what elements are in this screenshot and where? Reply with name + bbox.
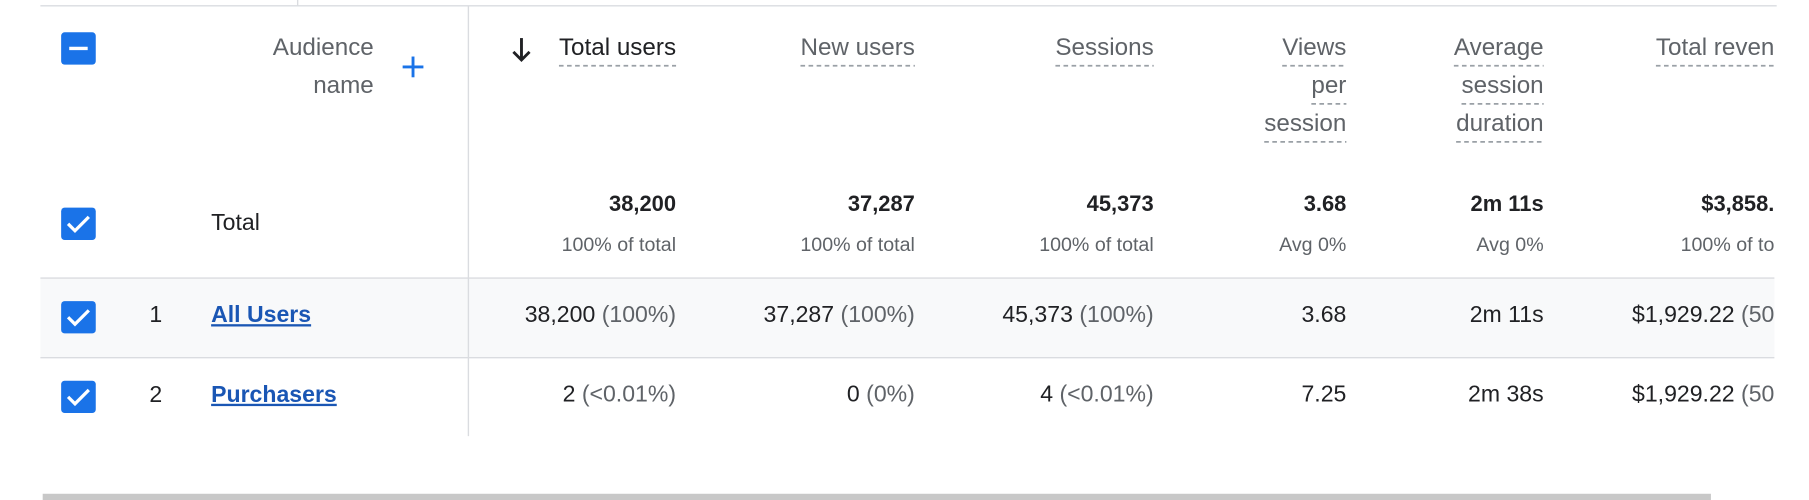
metric-share: (<0.01%)	[582, 381, 676, 407]
checkbox-check	[66, 388, 90, 407]
metric-value: 3.68	[1301, 301, 1346, 327]
metric-header[interactable]: duration	[1456, 110, 1544, 137]
total-note: 100% of to	[1681, 234, 1775, 256]
metric-value: 2	[563, 381, 576, 407]
metric-header[interactable]: Total users	[559, 34, 676, 61]
metric-cell: 38,200 (100%)	[525, 301, 676, 327]
row-checkbox[interactable]	[61, 207, 96, 240]
metric-share: (<0.01%)	[1059, 381, 1153, 407]
metric-share: (50	[1741, 301, 1774, 327]
total-value: 38,200	[609, 191, 676, 216]
metric-value: 4	[1040, 381, 1053, 407]
metric-value: 7.25	[1301, 381, 1346, 407]
row-checkbox[interactable]	[61, 380, 96, 414]
audience-link[interactable]: Purchasers	[211, 381, 337, 407]
total-value: 2m 11s	[1471, 191, 1544, 216]
metric-cell: 45,373 (100%)	[1002, 301, 1153, 327]
select-all-checkbox[interactable]	[61, 32, 96, 65]
row-highlight	[40, 278, 1775, 358]
metric-share: (50	[1741, 381, 1774, 407]
metric-share: (0%)	[866, 381, 915, 407]
metric-cell: $1,929.22 (50	[1632, 301, 1774, 327]
metric-header[interactable]: Average	[1454, 34, 1544, 61]
total-note: 100% of total	[562, 234, 676, 256]
metric-header[interactable]: session	[1462, 72, 1544, 99]
metric-value: 2m 38s	[1468, 381, 1544, 407]
metric-cell: 2m 38s	[1468, 381, 1544, 407]
metric-share: (100%)	[841, 301, 915, 327]
metric-header[interactable]: Views	[1282, 34, 1346, 61]
checkbox-check	[66, 309, 90, 327]
metric-cell: 2 (<0.01%)	[563, 381, 676, 407]
audience-link[interactable]: All Users	[211, 301, 311, 327]
metric-value: $1,929.22	[1632, 381, 1735, 407]
total-value: 37,287	[848, 191, 915, 216]
row-index: 2	[149, 381, 162, 407]
row-index: 1	[149, 301, 162, 327]
checkbox-check	[66, 215, 90, 234]
sort-arrow[interactable]	[512, 38, 531, 63]
metric-cell: 7.25	[1301, 381, 1346, 407]
total-note: 100% of total	[1039, 234, 1153, 256]
dimension-header: name	[313, 72, 374, 99]
metric-header[interactable]: New users	[800, 34, 914, 61]
metric-cell: 0 (0%)	[847, 381, 915, 407]
total-value: 45,373	[1087, 191, 1154, 216]
total-note: Avg 0%	[1476, 234, 1543, 256]
metric-header[interactable]: per	[1311, 72, 1346, 99]
metric-value: 37,287	[764, 301, 835, 327]
checkbox-box	[61, 207, 96, 240]
row-checkbox[interactable]	[61, 301, 96, 334]
metric-value: 0	[847, 381, 860, 407]
total-note: Avg 0%	[1279, 234, 1346, 256]
metric-share: (100%)	[1079, 301, 1153, 327]
metric-cell: $1,929.22 (50	[1632, 381, 1774, 407]
metric-value: 2m 11s	[1470, 301, 1544, 327]
checkbox-box	[61, 380, 96, 414]
add-dimension-button[interactable]	[402, 56, 424, 78]
total-value: 3.68	[1304, 191, 1347, 216]
metric-cell: 4 (<0.01%)	[1040, 381, 1153, 407]
metric-header[interactable]: session	[1264, 110, 1346, 137]
metric-value: 38,200	[525, 301, 596, 327]
metric-cell: 37,287 (100%)	[764, 301, 915, 327]
metric-value: $1,929.22	[1632, 301, 1735, 327]
metric-cell: 3.68	[1301, 301, 1346, 327]
metric-header[interactable]: Total reven	[1656, 34, 1774, 61]
checkbox-box	[61, 301, 96, 334]
metric-cell: 2m 11s	[1470, 301, 1544, 327]
total-value: $3,858.	[1701, 191, 1774, 216]
metric-share: (100%)	[602, 301, 676, 327]
metric-header[interactable]: Sessions	[1055, 34, 1153, 61]
dimension-header: Audience	[273, 34, 374, 61]
metric-value: 45,373	[1002, 301, 1073, 327]
scrollbar[interactable]	[42, 493, 1711, 500]
total-note: 100% of total	[800, 234, 914, 256]
total-label: Total	[211, 209, 260, 235]
